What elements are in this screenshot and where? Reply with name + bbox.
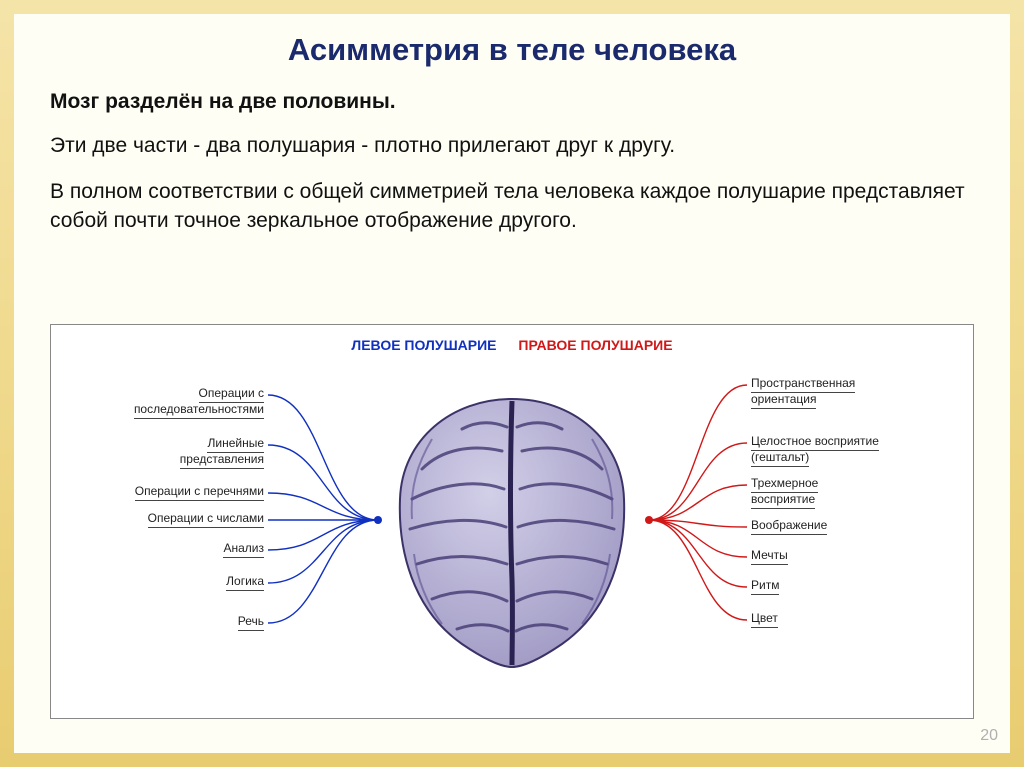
left-function-label: Линейныепредставления	[69, 437, 264, 469]
brain-icon	[362, 379, 662, 679]
right-function-label: Цвет	[751, 612, 778, 628]
slide-panel: Асимметрия в теле человека Мозг разделён…	[14, 14, 1010, 753]
right-function-label: Пространственнаяориентация	[751, 377, 855, 409]
left-function-label: Операции с числами	[69, 512, 264, 528]
hemisphere-labels: ЛЕВОЕ ПОЛУШАРИЕ ПРАВОЕ ПОЛУШАРИЕ	[51, 337, 973, 353]
left-function-label: Операции с перечнями	[69, 485, 264, 501]
left-function-label: Речь	[69, 615, 264, 631]
paragraph-2: В полном соответствии с общей симметрией…	[50, 178, 974, 235]
right-hemisphere-label: ПРАВОЕ ПОЛУШАРИЕ	[518, 337, 672, 353]
right-function-label: Воображение	[751, 519, 827, 535]
left-function-label: Анализ	[69, 542, 264, 558]
page-title: Асимметрия в теле человека	[50, 32, 974, 68]
right-function-label: Целостное восприятие(гештальт)	[751, 435, 879, 467]
right-function-label: Ритм	[751, 579, 779, 595]
left-function-label: Логика	[69, 575, 264, 591]
right-function-label: Трехмерноевосприятие	[751, 477, 818, 509]
subtitle: Мозг разделён на две половины.	[50, 90, 974, 114]
brain-diagram: ЛЕВОЕ ПОЛУШАРИЕ ПРАВОЕ ПОЛУШАРИЕ	[50, 324, 974, 719]
left-function-label: Операции споследовательностями	[69, 387, 264, 419]
right-function-label: Мечты	[751, 549, 788, 565]
page-number: 20	[980, 727, 998, 745]
left-hemisphere-label: ЛЕВОЕ ПОЛУШАРИЕ	[351, 337, 496, 353]
slide-outer: Асимметрия в теле человека Мозг разделён…	[0, 0, 1024, 767]
paragraph-1: Эти две части - два полушария - плотно п…	[50, 132, 974, 160]
